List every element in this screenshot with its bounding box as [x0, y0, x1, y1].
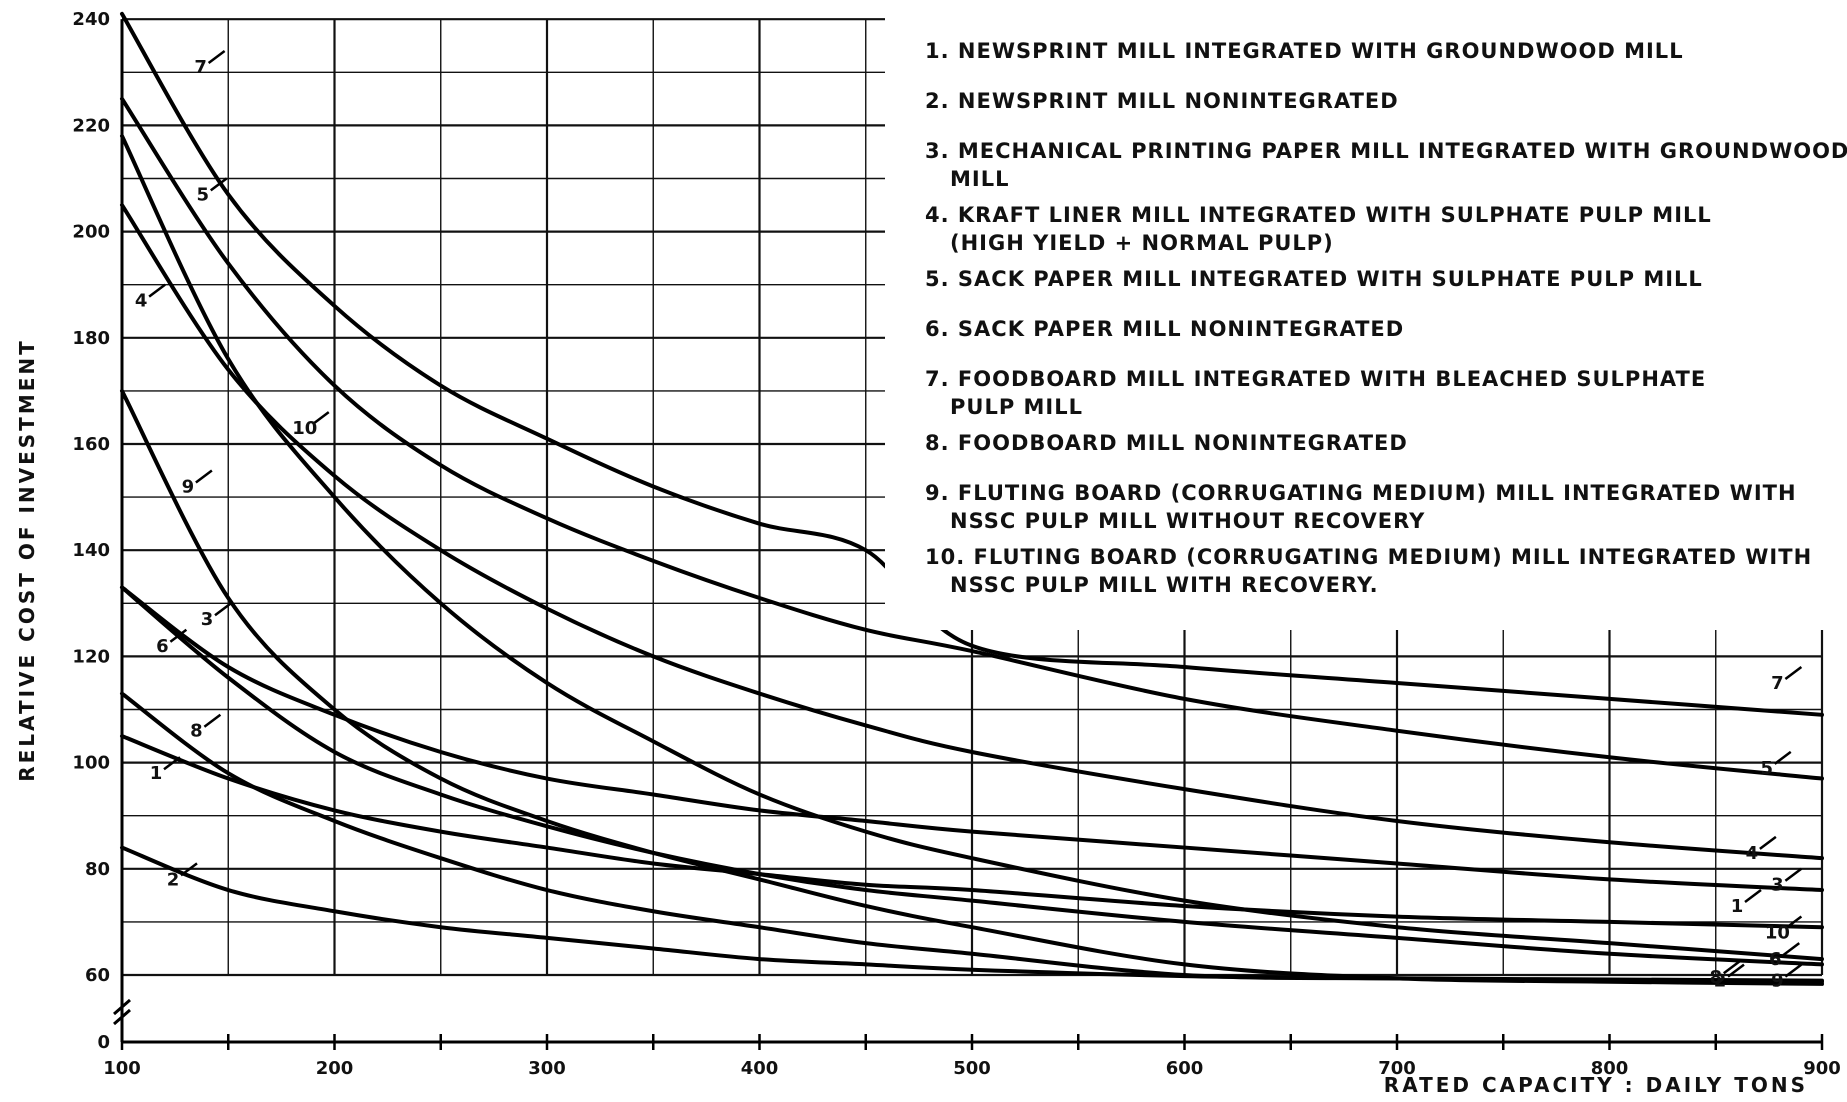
- curve-label-leader: [1759, 835, 1777, 850]
- curve-label-leader: [214, 602, 232, 617]
- legend-entry-10: 10. FLUTING BOARD (CORRUGATING MEDIUM) M…: [925, 545, 1812, 569]
- curve-label: 3: [201, 609, 214, 630]
- curve-label-leader: [1784, 915, 1803, 930]
- curve-label: 4: [135, 291, 148, 312]
- series-line-6: [120, 585, 1824, 967]
- curve-label: 6: [156, 636, 169, 657]
- series-lines: [120, 11, 1824, 986]
- curve-label-leader: [180, 862, 198, 877]
- legend-entry-7-cont: PULP MILL: [950, 395, 1083, 419]
- legend: 1. NEWSPRINT MILL INTEGRATED WITH GROUND…: [885, 14, 1847, 630]
- curve-label: 7: [194, 57, 207, 78]
- x-tick-label: 800: [1591, 1058, 1629, 1079]
- x-tick-label: 700: [1378, 1058, 1416, 1079]
- y-tick-label: 160: [72, 434, 110, 455]
- legend-entry-1: 1. NEWSPRINT MILL INTEGRATED WITH GROUND…: [925, 39, 1684, 63]
- curve-label: 9: [182, 476, 195, 497]
- curve-label-leader: [203, 713, 222, 728]
- curve-label: 5: [196, 184, 209, 205]
- y-tick-label: 180: [72, 328, 110, 349]
- legend-panel: [885, 14, 1845, 630]
- axis-break-mark: [113, 998, 131, 1026]
- y-axis-label: RELATIVE COST OF INVESTMENT: [15, 338, 39, 782]
- legend-entry-4: 4. KRAFT LINER MILL INTEGRATED WITH SULP…: [925, 203, 1712, 227]
- curve-label: 6: [1769, 949, 1782, 970]
- curve-label-leader: [1727, 963, 1745, 978]
- x-tick-label: 300: [528, 1058, 566, 1079]
- curve-label: 8: [1709, 967, 1722, 988]
- y-tick-label: 140: [72, 540, 110, 561]
- series-line-1: [120, 734, 1824, 930]
- y-tick-label: 0: [97, 1032, 110, 1053]
- x-tick-label: 500: [953, 1058, 991, 1079]
- x-tick-label: 200: [316, 1058, 354, 1079]
- curve-label-leader: [1784, 867, 1803, 882]
- curve-label-leader: [195, 469, 213, 484]
- y-tick-label: 80: [85, 859, 110, 880]
- x-tick-label: 400: [741, 1058, 779, 1079]
- series-line-5: [120, 96, 1824, 781]
- curve-label-leader: [1784, 665, 1803, 680]
- curve-label: 1: [1731, 896, 1744, 917]
- curve-label-leader: [312, 411, 330, 426]
- curve-label-leader: [207, 49, 226, 64]
- legend-entry-10-cont: NSSC PULP MILL WITH RECOVERY.: [950, 573, 1379, 597]
- x-tick-label: 900: [1803, 1058, 1841, 1079]
- legend-entry-8: 8. FOODBOARD MILL NONINTEGRATED: [925, 431, 1408, 455]
- series-line-7: [120, 11, 1824, 717]
- curve-label: 1: [150, 763, 163, 784]
- curve-label-leader: [1774, 750, 1792, 765]
- tick-labels: 0 60 80 100 120 140 160 180 200 220 240 100 200 300 40…: [72, 9, 1840, 1079]
- curve-label-leader: [163, 756, 181, 771]
- y-tick-label: 60: [85, 965, 110, 986]
- x-axis-label: RATED CAPACITY : DAILY TONS: [1384, 1073, 1808, 1097]
- y-tick-label: 120: [72, 646, 110, 667]
- curve-label: 7: [1771, 673, 1784, 694]
- legend-entry-9: 9. FLUTING BOARD (CORRUGATING MEDIUM) MI…: [925, 481, 1797, 505]
- legend-entry-3-cont: MILL: [950, 167, 1009, 191]
- curve-label-leader: [169, 628, 188, 643]
- curve-label: 2: [167, 869, 180, 890]
- curve-label: 10: [292, 418, 317, 439]
- legend-entry-9-cont: NSSC PULP MILL WITHOUT RECOVERY: [950, 509, 1425, 533]
- curve-label: 8: [190, 721, 203, 742]
- legend-entry-6: 6. SACK PAPER MILL NONINTEGRATED: [925, 317, 1404, 341]
- legend-entry-2: 2. NEWSPRINT MILL NONINTEGRATED: [925, 89, 1399, 113]
- legend-entry-3: 3. MECHANICAL PRINTING PAPER MILL INTEGR…: [925, 139, 1847, 163]
- curve-label: 10: [1765, 923, 1790, 944]
- legend-entry-5: 5. SACK PAPER MILL INTEGRATED WITH SULPH…: [925, 267, 1703, 291]
- curve-label-leader: [210, 177, 228, 192]
- x-tick-label: 100: [103, 1058, 141, 1079]
- x-tick-label: 600: [1166, 1058, 1204, 1079]
- y-tick-label: 100: [72, 753, 110, 774]
- series-line-9: [120, 388, 1824, 986]
- curve-label-leader: [1784, 963, 1803, 978]
- curve-label-leader: [1782, 942, 1800, 957]
- curve-label: 5: [1760, 758, 1773, 779]
- curve-label: 3: [1771, 875, 1784, 896]
- curve-label-leader: [1744, 888, 1762, 903]
- curve-label: 4: [1746, 843, 1759, 864]
- curve-label-leader: [148, 283, 166, 298]
- series-line-4: [120, 203, 1824, 861]
- legend-entry-4-cont: (HIGH YIELD + NORMAL PULP): [950, 231, 1334, 255]
- y-tick-label: 240: [72, 9, 110, 30]
- y-tick-label: 220: [72, 115, 110, 136]
- curve-label-leader: [1723, 960, 1741, 975]
- legend-entry-7: 7. FOODBOARD MILL INTEGRATED WITH BLEACH…: [925, 367, 1706, 391]
- curve-label: 9: [1771, 971, 1784, 992]
- axes: [113, 19, 1824, 1050]
- curve-label: 2: [1714, 971, 1727, 992]
- y-tick-label: 200: [72, 222, 110, 243]
- series-line-10: [120, 134, 1824, 962]
